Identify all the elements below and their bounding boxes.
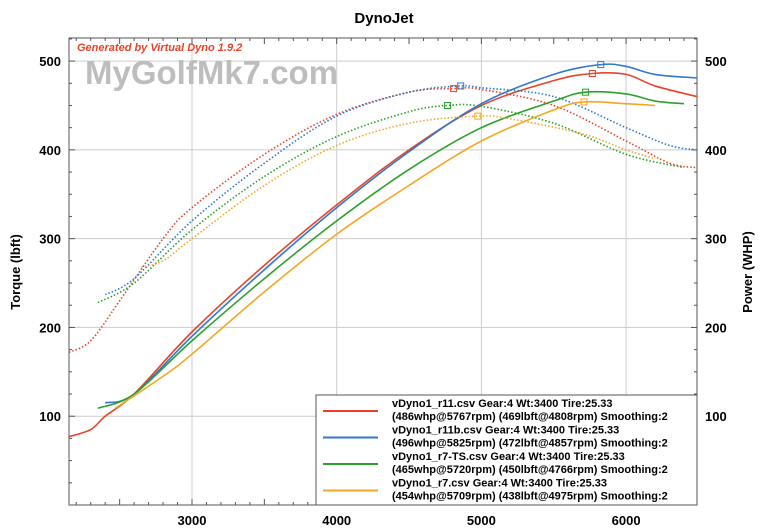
chart-title: DynoJet <box>354 10 413 27</box>
y-right-tick-label: 500 <box>705 54 727 69</box>
peak-torque-marker <box>457 82 465 90</box>
legend-entry-detail: (496whp@5825rpm) (472lbft@4857rpm) Smoot… <box>392 438 668 450</box>
peak-power-marker <box>580 98 588 106</box>
peak-torque-marker <box>444 101 452 109</box>
legend-entry-name: vDyno1_r11.csv Gear:4 Wt:3400 Tire:25.33 <box>392 398 613 410</box>
torque-line-1 <box>104 84 698 296</box>
series-lines <box>68 61 698 438</box>
legend-entry-name: vDyno1_r11b.csv Gear:4 Wt:3400 Tire:25.3… <box>392 425 619 437</box>
x-tick-label: 6000 <box>612 513 641 528</box>
peak-power-marker <box>588 70 596 78</box>
y-left-tick-label: 500 <box>39 54 61 69</box>
y-right-tick-label: 100 <box>705 409 727 424</box>
generator-annotation: Generated by Virtual Dyno 1.9.2 <box>77 42 242 54</box>
power-line-2 <box>97 90 685 409</box>
y-right-tick-label: 300 <box>705 232 727 247</box>
x-tick-label: 5000 <box>467 513 496 528</box>
y-axis-left-label: Torque (lbft) <box>8 234 23 310</box>
y-left-tick-label: 400 <box>39 143 61 158</box>
axes: 3000 4000 5000 6000 100 100 200 200 300 300 400 400… <box>39 38 727 528</box>
peak-torque-marker <box>450 85 458 93</box>
power-line-1 <box>104 63 698 404</box>
legend-entry-detail: (465whp@5720rpm) (450lbft@4766rpm) Smoot… <box>392 464 668 476</box>
torque-line-2 <box>97 103 685 304</box>
power-line-3 <box>114 100 656 409</box>
x-tick-label: 3000 <box>178 513 207 528</box>
y-left-tick-label: 300 <box>39 232 61 247</box>
legend-entry-name: vDyno1_r7.csv Gear:4 Wt:3400 Tire:25.33 <box>392 478 607 490</box>
legend-entry-detail: (486whp@5767rpm) (469lbft@4808rpm) Smoot… <box>392 411 668 423</box>
torque-line-3 <box>141 115 656 268</box>
peak-power-marker <box>597 61 605 69</box>
power-line-0 <box>68 71 698 438</box>
peak-power-marker <box>582 88 590 96</box>
legend-entry-name: vDyno1_r7-TS.csv Gear:4 Wt:3400 Tire:25.… <box>392 451 625 463</box>
legend-entry-detail: (454whp@5709rpm) (438lbft@4975rpm) Smoot… <box>392 491 668 503</box>
watermark: MyGolfMk7.com <box>85 54 338 91</box>
legend: vDyno1_r11.csv Gear:4 Wt:3400 Tire:25.33… <box>315 394 698 506</box>
y-right-tick-label: 400 <box>705 143 727 158</box>
y-right-tick-label: 200 <box>705 320 727 335</box>
y-axis-right-label: Power (WHP) <box>740 231 755 313</box>
y-left-tick-label: 200 <box>39 320 61 335</box>
x-tick-label: 4000 <box>322 513 351 528</box>
peak-torque-marker <box>474 112 482 120</box>
y-left-tick-label: 100 <box>39 409 61 424</box>
torque-line-0 <box>68 87 698 354</box>
legend-box <box>315 394 698 506</box>
